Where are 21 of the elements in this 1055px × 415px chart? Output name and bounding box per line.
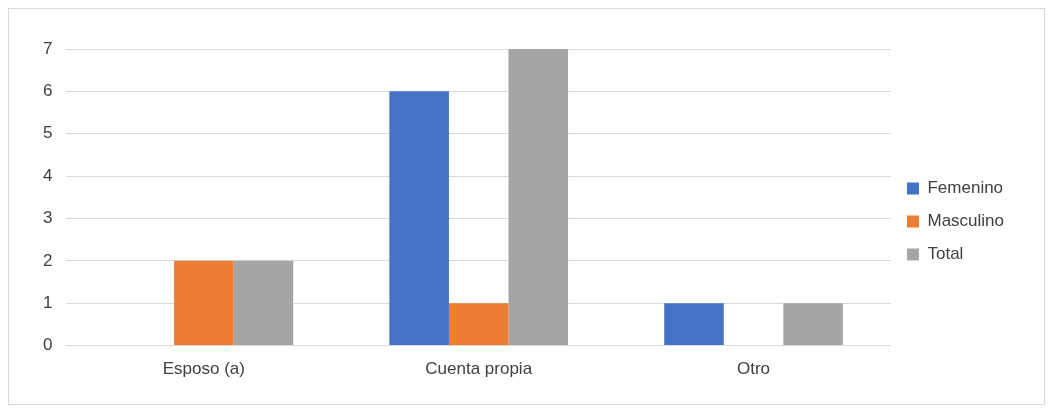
x-tick-label: Cuenta propia [425, 359, 533, 379]
bar [174, 260, 234, 346]
y-tick-label: 4 [42, 165, 53, 185]
x-tick-label: Esposo (a) [162, 359, 245, 379]
y-tick-label: 1 [42, 292, 53, 312]
y-tick-label: 5 [42, 123, 53, 143]
bar [448, 303, 509, 346]
bar [783, 303, 843, 346]
y-tick-label: 6 [42, 81, 53, 101]
legend-label: Femenino [927, 178, 1004, 198]
legend-label: Total [927, 244, 964, 264]
bar [233, 260, 294, 346]
bar [664, 303, 724, 346]
legend-label: Masculino [927, 211, 1005, 231]
bar [508, 49, 569, 346]
x-tick-label: Otro [737, 359, 771, 379]
y-tick-label: 3 [42, 208, 53, 228]
bar [389, 91, 449, 346]
y-tick-label: 7 [42, 38, 53, 58]
y-tick-label: 0 [42, 335, 53, 355]
y-tick-label: 2 [42, 250, 53, 270]
